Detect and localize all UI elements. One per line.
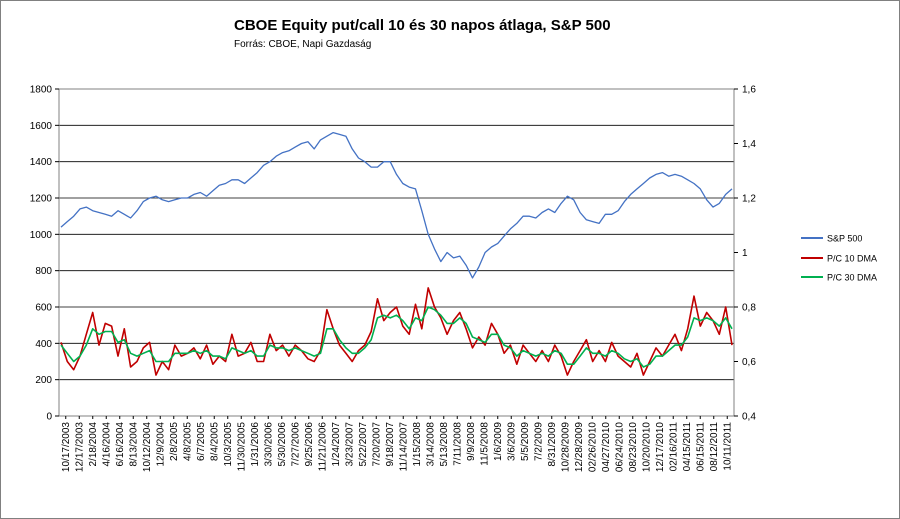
- x-tick-label: 10/20/2010: [641, 422, 652, 472]
- left-tick-label: 1400: [30, 157, 53, 168]
- x-tick-label: 10/12/2004: [142, 422, 153, 472]
- x-tick-label: 6/7/2005: [196, 422, 207, 461]
- x-tick-label: 11/5/2008: [479, 422, 490, 466]
- x-tick-label: 8/31/2009: [547, 422, 558, 467]
- series-line-2: [60, 287, 733, 376]
- left-tick-label: 1800: [30, 85, 53, 96]
- x-tick-label: 1/31/2006: [250, 422, 261, 467]
- series-line-1: [60, 131, 733, 279]
- grid-layer: [59, 124, 734, 381]
- left-tick-label: 0: [46, 412, 52, 423]
- left-tick-label: 200: [35, 375, 52, 386]
- x-tick-label: 12/17/2010: [655, 422, 666, 472]
- x-tick-label: 11/30/2005: [236, 422, 247, 472]
- legend-label-1: S&P 500: [827, 234, 862, 244]
- chart-title: CBOE Equity put/call 10 és 30 napos átla…: [234, 17, 611, 34]
- chart-subtitle: Forrás: CBOE, Napi Gazdaság: [234, 39, 372, 50]
- left-tick-label: 1200: [30, 194, 53, 205]
- x-tick-label: 7/20/2007: [371, 422, 382, 467]
- x-tick-label: 3/14/2008: [425, 422, 436, 467]
- right-tick-label: 0,6: [742, 357, 756, 368]
- x-tick-label: 5/5/2009: [520, 422, 531, 461]
- x-tick-label: 8/13/2004: [128, 422, 139, 467]
- x-tick-label: 2/8/2005: [169, 422, 180, 461]
- x-tick-label: 7/11/2008: [452, 422, 463, 466]
- series-layer: [60, 131, 733, 376]
- x-tick-label: 10/28/2009: [560, 422, 571, 472]
- x-tick-label: 5/13/2008: [439, 422, 450, 467]
- x-tick-label: 06/24/2010: [614, 422, 625, 472]
- x-tick-label: 04/27/2010: [601, 422, 612, 472]
- x-tick-label: 3/23/2007: [344, 422, 355, 467]
- x-tick-label: 04/15/2011: [682, 422, 693, 472]
- legend-label-3: P/C 30 DMA: [827, 273, 877, 283]
- left-tick-label: 1000: [30, 230, 53, 241]
- x-tick-label: 12/28/2009: [574, 422, 585, 472]
- x-tick-label: 8/4/2005: [209, 422, 220, 461]
- left-tick-label: 800: [35, 266, 52, 277]
- x-tick-label: 7/2/2009: [533, 422, 544, 461]
- legend-label-2: P/C 10 DMA: [827, 254, 877, 264]
- legend: S&P 500 P/C 10 DMA P/C 30 DMA: [801, 234, 877, 283]
- x-tick-label: 7/27/2006: [290, 422, 301, 467]
- x-tick-label: 12/17/2003: [74, 422, 85, 472]
- x-tick-label: 1/6/2009: [493, 422, 504, 461]
- x-tick-label: 9/18/2007: [385, 422, 396, 467]
- x-tick-label: 10/11/2011: [722, 422, 733, 471]
- x-tick-label: 5/30/2006: [277, 422, 288, 467]
- axis-layer: 0 200 400 600 800 1000 1200 1400 1600 1800 0,4 0,6 0…: [30, 85, 757, 473]
- right-tick-label: 1: [742, 248, 748, 259]
- right-tick-label: 0,8: [742, 303, 756, 314]
- x-tick-label: 3/30/2006: [263, 422, 274, 467]
- right-tick-label: 0,4: [742, 412, 756, 423]
- series-line-3: [60, 306, 733, 368]
- left-tick-label: 600: [35, 303, 52, 314]
- x-tick-label: 4/8/2005: [182, 422, 193, 461]
- x-tick-label: 11/14/2007: [398, 422, 409, 472]
- right-tick-label: 1,4: [742, 139, 756, 150]
- right-tick-label: 1,2: [742, 194, 756, 205]
- x-tick-label: 10/17/2003: [61, 422, 72, 472]
- left-tick-label: 400: [35, 339, 52, 350]
- x-tick-label: 1/24/2007: [331, 422, 342, 467]
- x-tick-label: 3/6/2009: [506, 422, 517, 461]
- x-tick-label: 2/18/2004: [88, 422, 99, 467]
- x-tick-label: 9/9/2008: [466, 422, 477, 461]
- x-tick-label: 02/16/2011: [668, 422, 679, 472]
- x-tick-label: 6/16/2004: [115, 422, 126, 467]
- x-tick-label: 08/12/2011: [709, 422, 720, 472]
- x-tick-label: 10/3/2005: [223, 422, 234, 467]
- x-tick-label: 12/9/2004: [155, 422, 166, 467]
- x-tick-label: 4/16/2004: [101, 422, 112, 467]
- right-tick-label: 1,6: [742, 85, 756, 96]
- x-tick-label: 1/15/2008: [412, 422, 423, 467]
- x-tick-label: 11/21/2006: [317, 422, 328, 472]
- left-tick-label: 1600: [30, 121, 53, 132]
- x-tick-label: 9/25/2006: [304, 422, 315, 467]
- x-tick-label: 5/22/2007: [358, 422, 369, 467]
- x-tick-label: 02/26/2010: [587, 422, 598, 472]
- x-tick-label: 08/23/2010: [628, 422, 639, 472]
- x-tick-label: 06/15/2011: [695, 422, 706, 472]
